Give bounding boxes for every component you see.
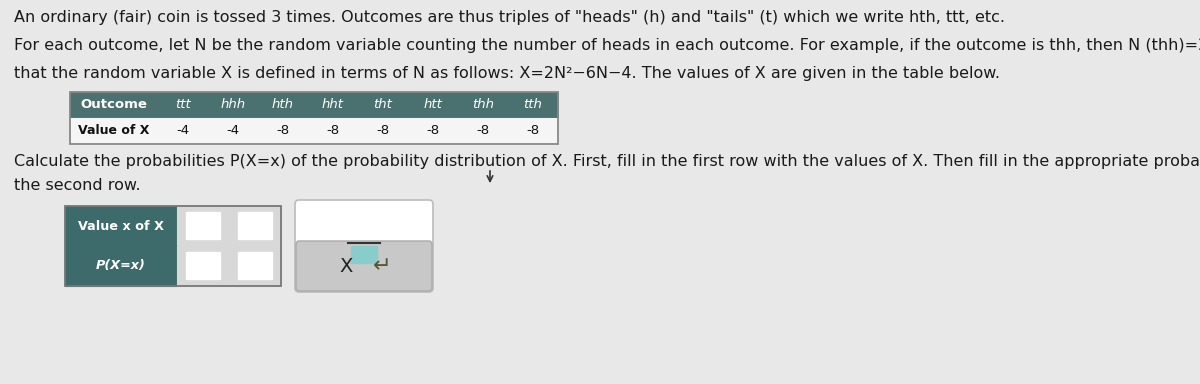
Text: hth: hth — [272, 99, 294, 111]
Text: Calculate the probabilities P(X=x) of the probability distribution of X. First, : Calculate the probabilities P(X=x) of th… — [14, 154, 1200, 169]
Bar — [358, 92, 408, 118]
Bar — [186, 252, 220, 279]
Text: Value x of X: Value x of X — [78, 220, 164, 232]
Bar — [408, 118, 458, 144]
Bar — [358, 118, 408, 144]
Bar — [229, 206, 281, 246]
Bar — [70, 118, 158, 144]
Text: -8: -8 — [377, 124, 390, 137]
Bar — [65, 206, 281, 286]
Text: htt: htt — [424, 99, 443, 111]
Bar — [208, 92, 258, 118]
Text: -8: -8 — [426, 124, 439, 137]
Bar — [178, 246, 229, 286]
Text: -8: -8 — [326, 124, 340, 137]
Bar — [70, 92, 158, 118]
Bar — [238, 212, 272, 239]
Text: -8: -8 — [476, 124, 490, 137]
Bar — [65, 246, 178, 286]
Bar — [229, 246, 281, 286]
Text: An ordinary (fair) coin is tossed 3 times. Outcomes are thus triples of "heads" : An ordinary (fair) coin is tossed 3 time… — [14, 10, 1006, 25]
Bar — [408, 92, 458, 118]
Text: Outcome: Outcome — [80, 99, 148, 111]
Bar — [208, 118, 258, 144]
Text: hhh: hhh — [221, 99, 246, 111]
Text: Value of X: Value of X — [78, 124, 150, 137]
FancyBboxPatch shape — [296, 241, 432, 291]
Text: For each outcome, let N be the random variable counting the number of heads in e: For each outcome, let N be the random va… — [14, 38, 1200, 53]
Bar — [258, 92, 308, 118]
Bar — [458, 92, 508, 118]
Bar — [352, 246, 377, 263]
Text: ↵: ↵ — [373, 256, 391, 276]
Bar — [508, 92, 558, 118]
Text: -4: -4 — [176, 124, 190, 137]
Text: -8: -8 — [276, 124, 289, 137]
Bar — [158, 118, 208, 144]
Text: hht: hht — [322, 99, 344, 111]
Text: the second row.: the second row. — [14, 178, 140, 193]
Text: -4: -4 — [227, 124, 240, 137]
Text: P(X=x): P(X=x) — [96, 260, 146, 273]
Text: tth: tth — [523, 99, 542, 111]
Bar — [458, 118, 508, 144]
Text: tht: tht — [373, 99, 392, 111]
Bar — [186, 212, 220, 239]
Bar — [352, 209, 377, 226]
Text: -8: -8 — [527, 124, 540, 137]
Bar — [258, 118, 308, 144]
Bar — [308, 92, 358, 118]
Text: X: X — [340, 257, 353, 275]
Bar — [308, 118, 358, 144]
Text: that the random variable X is defined in terms of N as follows: X=2N²−6N−4. The : that the random variable X is defined in… — [14, 66, 1000, 81]
Bar — [65, 206, 178, 246]
Bar — [508, 118, 558, 144]
Text: ttt: ttt — [175, 99, 191, 111]
Bar — [158, 92, 208, 118]
Bar — [238, 252, 272, 279]
Bar — [178, 206, 229, 246]
Text: thh: thh — [472, 99, 494, 111]
Bar — [70, 92, 558, 144]
FancyBboxPatch shape — [295, 200, 433, 292]
